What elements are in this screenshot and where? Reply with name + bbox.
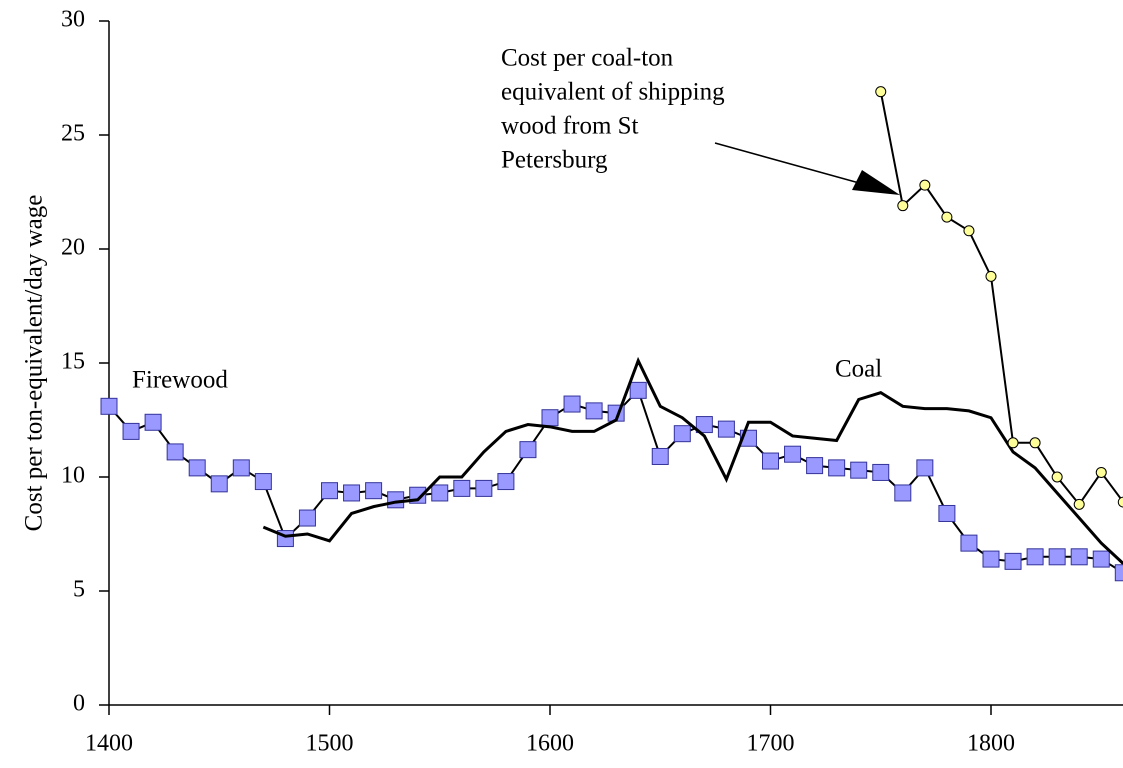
point xyxy=(1070,548,1088,566)
point xyxy=(894,484,912,502)
point xyxy=(122,422,140,440)
point xyxy=(519,441,537,459)
point xyxy=(982,550,1000,568)
annotation: Cost per coal-ton xyxy=(501,45,674,72)
y-tick-label: 20 xyxy=(61,235,85,261)
x-tick-label: 1400 xyxy=(85,731,133,757)
point xyxy=(563,395,581,413)
point xyxy=(453,479,471,497)
point xyxy=(585,402,603,420)
series-line xyxy=(879,91,1123,507)
point xyxy=(100,397,118,415)
point xyxy=(941,211,953,223)
point xyxy=(629,381,647,399)
point xyxy=(919,179,931,191)
x-tick-label: 1800 xyxy=(967,731,1015,757)
point xyxy=(828,459,846,477)
y-tick-label: 10 xyxy=(61,463,85,489)
point xyxy=(541,409,559,427)
series-line xyxy=(262,356,1123,565)
point xyxy=(254,473,272,491)
point xyxy=(431,484,449,502)
y-tick-label: 30 xyxy=(61,7,85,33)
point xyxy=(298,509,316,527)
point xyxy=(475,479,493,497)
point xyxy=(960,534,978,552)
series-label: Coal xyxy=(835,356,882,383)
point xyxy=(1048,548,1066,566)
annotation: equivalent of shipping xyxy=(501,79,725,106)
point xyxy=(166,443,184,461)
point xyxy=(1026,548,1044,566)
y-axis-label: Cost per ton-equivalent/day wage xyxy=(21,195,48,532)
point xyxy=(985,270,997,282)
point xyxy=(210,475,228,493)
point xyxy=(497,473,515,491)
point xyxy=(1007,437,1019,449)
point xyxy=(144,413,162,431)
point xyxy=(717,420,735,438)
annotation-arrowhead xyxy=(852,170,900,195)
x-tick-label: 1600 xyxy=(526,731,574,757)
point xyxy=(875,86,887,98)
point xyxy=(1051,471,1063,483)
point xyxy=(963,225,975,237)
point xyxy=(1117,496,1123,508)
point xyxy=(232,459,250,477)
y-tick-label: 25 xyxy=(61,121,85,147)
point xyxy=(806,457,824,475)
point xyxy=(1092,550,1110,568)
point xyxy=(762,452,779,470)
point xyxy=(1029,437,1041,449)
point xyxy=(673,425,691,443)
point xyxy=(365,482,383,500)
point xyxy=(695,416,713,434)
point xyxy=(872,463,890,481)
point xyxy=(1114,564,1123,582)
point xyxy=(784,445,802,463)
x-tick-label: 1700 xyxy=(747,731,795,757)
x-tick-label: 1500 xyxy=(306,731,354,757)
y-tick-label: 0 xyxy=(73,691,85,717)
point xyxy=(1004,552,1022,570)
point xyxy=(321,482,338,500)
series-label: Firewood xyxy=(132,367,228,394)
y-tick-label: 5 xyxy=(73,577,85,603)
annotation: Petersburg xyxy=(501,147,608,174)
point xyxy=(916,459,934,477)
point xyxy=(1095,466,1107,478)
point xyxy=(343,484,361,502)
annotation-arrow xyxy=(714,142,871,187)
point xyxy=(897,200,909,212)
point xyxy=(850,461,868,479)
point xyxy=(938,504,956,522)
y-tick-label: 15 xyxy=(61,349,85,375)
annotation: wood from St xyxy=(501,113,639,140)
point xyxy=(1073,498,1085,510)
point xyxy=(188,459,206,477)
point xyxy=(651,447,669,465)
point xyxy=(387,491,405,509)
